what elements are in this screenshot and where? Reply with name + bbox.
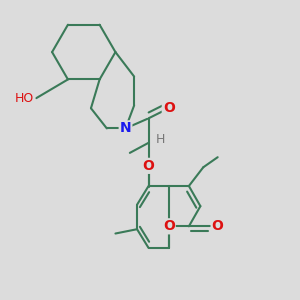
Text: O: O <box>163 101 175 115</box>
Text: O: O <box>163 219 175 233</box>
Text: O: O <box>212 219 224 233</box>
Text: H: H <box>155 134 165 146</box>
Text: N: N <box>120 122 131 135</box>
Text: HO: HO <box>15 92 34 105</box>
Text: O: O <box>142 159 154 173</box>
